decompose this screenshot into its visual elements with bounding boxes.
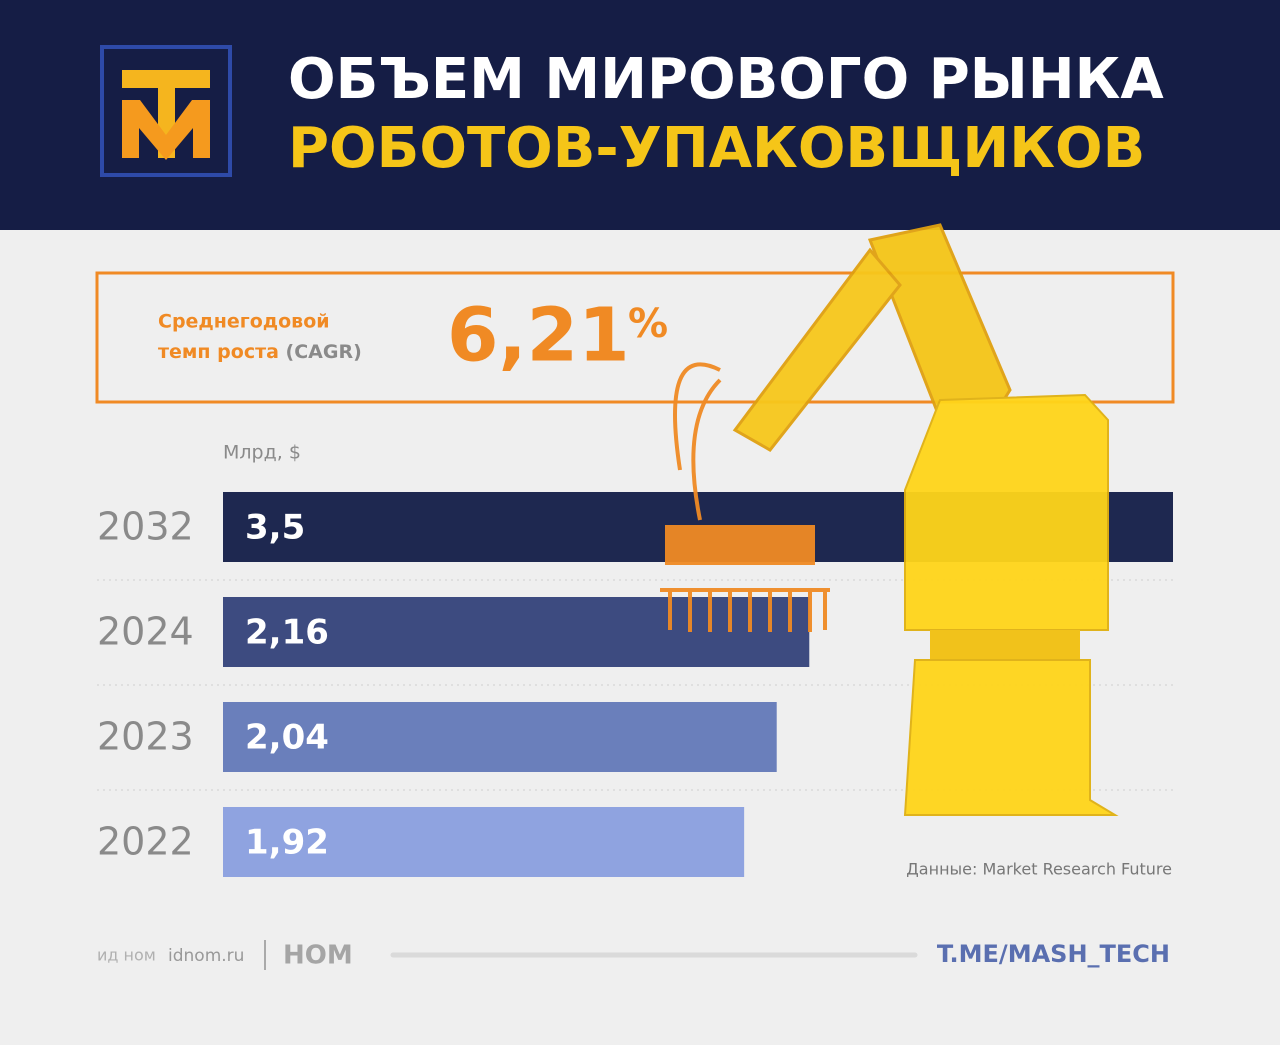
robot-base xyxy=(903,659,1119,816)
robot-turntable xyxy=(930,630,1080,660)
robot-gripper xyxy=(665,525,815,565)
cagr-value: 6,21 xyxy=(447,293,630,379)
footer-brand-small: ид ном xyxy=(97,946,156,965)
category-label: 2023 xyxy=(97,715,194,759)
bar xyxy=(223,807,745,877)
bar-value-label: 3,5 xyxy=(245,508,305,548)
category-label: 2032 xyxy=(97,505,194,549)
robot-body xyxy=(904,393,1109,631)
robot-fork xyxy=(660,588,830,632)
source: Данные: Market Research Future xyxy=(906,860,1172,879)
bar-value-label: 2,16 xyxy=(245,613,329,653)
title-line: ОБЪЕМ МИРОВОГО РЫНКА xyxy=(288,47,1164,112)
category-label: 2024 xyxy=(97,610,194,654)
logo xyxy=(100,45,232,177)
header xyxy=(0,0,1280,230)
cagr-label: темп роста (CAGR) xyxy=(158,341,362,363)
bar xyxy=(223,702,777,772)
cagr-label: (CAGR) xyxy=(286,341,362,363)
logo-t xyxy=(122,70,210,158)
cagr-label: Среднегодовой xyxy=(158,311,330,333)
footer-brand: НОМ xyxy=(283,941,353,971)
footer-site: idnom.ru xyxy=(168,946,244,966)
bar-value-label: 1,92 xyxy=(245,823,329,863)
cagr-label: темп роста xyxy=(158,341,279,363)
title-line: РОБОТОВ-УПАКОВЩИКОВ xyxy=(288,116,1145,181)
cagr-box xyxy=(95,271,1175,404)
bar-value-label: 2,04 xyxy=(245,718,329,758)
logo-m xyxy=(122,100,210,160)
category-label: 2022 xyxy=(97,820,194,864)
footer-link[interactable]: T.ME/MASH_TECH xyxy=(937,940,1170,968)
robot-hose xyxy=(673,362,722,521)
robot-arm xyxy=(732,247,902,452)
robot xyxy=(660,223,1119,816)
logo-frame xyxy=(100,45,232,177)
unit-label: Млрд, $ xyxy=(223,442,301,464)
cagr-unit: % xyxy=(628,301,668,347)
